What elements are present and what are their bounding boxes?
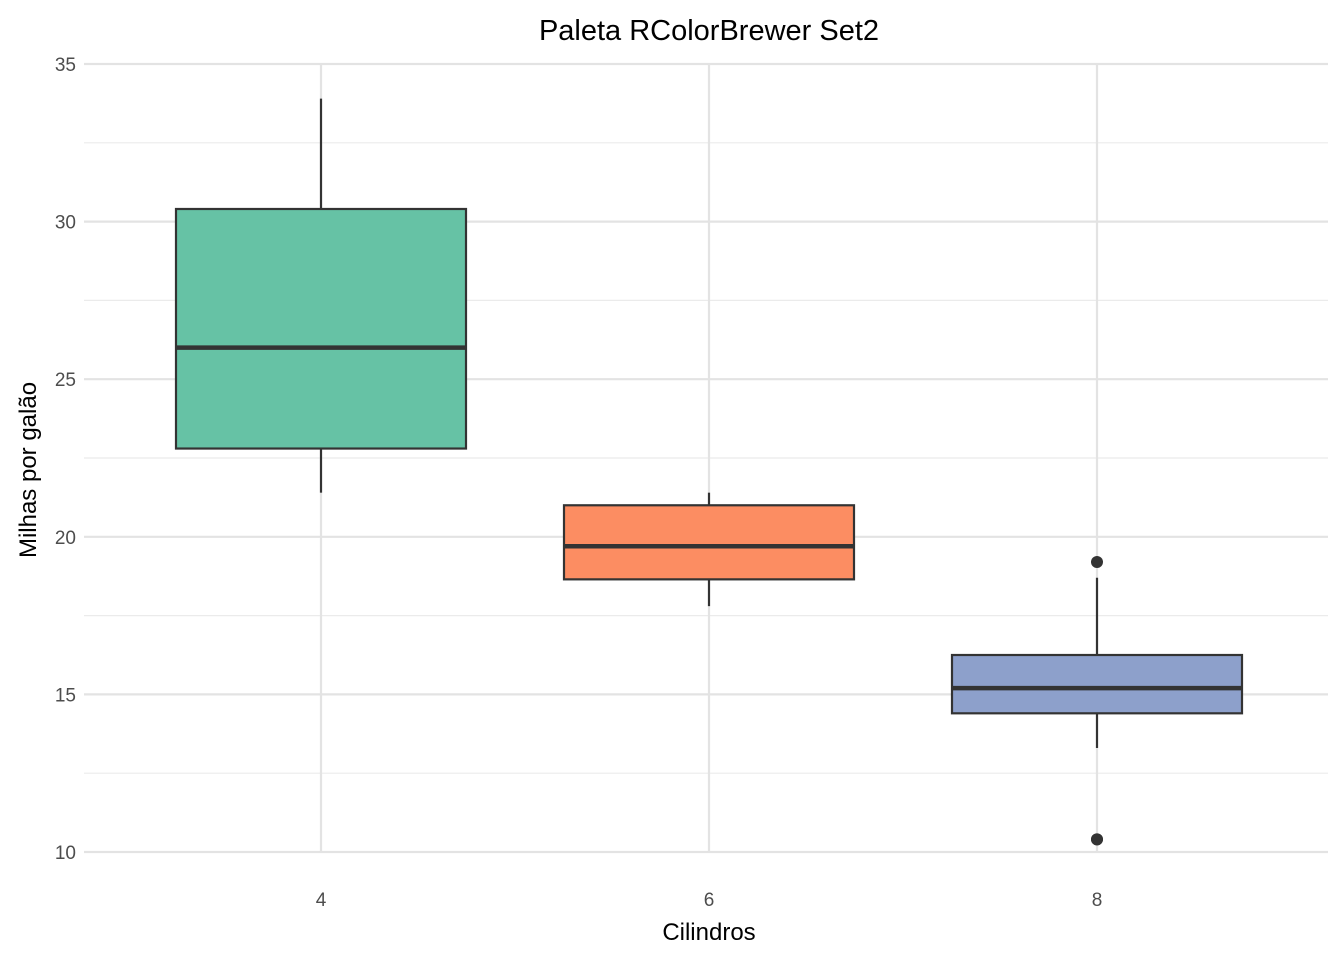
axes: 10 15 20 25 30 35 4 6 8 <box>55 55 1102 911</box>
y-tick-label: 10 <box>55 843 76 864</box>
y-tick-label: 35 <box>55 55 76 76</box>
x-tick-label: 8 <box>1092 890 1103 911</box>
boxes <box>174 98 1244 846</box>
x-tick-label: 6 <box>704 890 715 911</box>
y-tick-label: 30 <box>55 213 76 234</box>
box-6 <box>562 492 856 607</box>
outlier-point <box>1091 556 1103 569</box>
box-iqr <box>562 504 856 581</box>
box-iqr <box>950 653 1244 715</box>
x-tick-label: 4 <box>316 890 327 911</box>
box-4 <box>174 98 468 493</box>
y-axis-label: Milhas por galão <box>15 382 42 558</box>
box-iqr <box>174 207 468 450</box>
x-axis-label: Cilindros <box>662 919 755 946</box>
box-8 <box>950 556 1244 846</box>
outlier-point <box>1091 833 1103 846</box>
y-tick-label: 25 <box>55 370 76 391</box>
y-tick-label: 20 <box>55 528 76 549</box>
chart-title: Paleta RColorBrewer Set2 <box>539 15 879 47</box>
y-tick-label: 15 <box>55 685 76 706</box>
grid <box>84 62 1328 854</box>
